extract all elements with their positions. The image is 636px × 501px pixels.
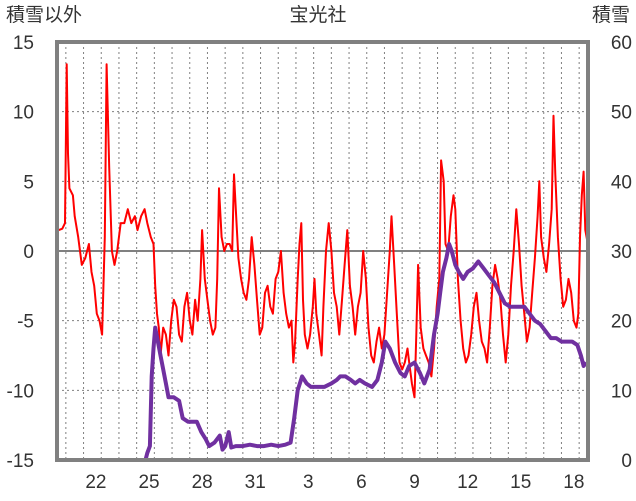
left-axis-label: 積雪以外: [6, 4, 82, 26]
left-tick-label: 5: [23, 172, 34, 193]
right-tick-label: 50: [611, 103, 632, 124]
right-axis-label: 積雪: [592, 4, 630, 26]
left-tick-label: 10: [13, 103, 34, 124]
snow-depth-line: [57, 242, 588, 462]
left-tick-label: -15: [7, 451, 34, 472]
right-tick-label: 0: [621, 451, 632, 472]
x-tick-label: 3: [303, 472, 314, 493]
right-tick-label: 10: [611, 381, 632, 402]
x-tick-label: 28: [192, 472, 213, 493]
x-tick-label: 9: [409, 472, 420, 493]
x-tick-label: 25: [138, 472, 159, 493]
left-tick-label: 15: [13, 33, 34, 54]
x-tick-label: 18: [563, 472, 584, 493]
x-axis-ticks: 22 25 28 31 3 6 9 12 15 18: [85, 472, 584, 493]
right-tick-label: 40: [611, 172, 632, 193]
right-tick-label: 60: [611, 33, 632, 54]
x-tick-label: 6: [356, 472, 367, 493]
temperature-line: [58, 63, 589, 399]
snow-depth-series: [57, 242, 588, 462]
right-tick-label: 20: [611, 312, 632, 333]
plot-frame: [55, 40, 590, 462]
x-tick-label: 12: [457, 472, 478, 493]
x-tick-label: 22: [85, 472, 106, 493]
left-tick-label: -5: [17, 312, 34, 333]
temperature-series: [58, 63, 589, 399]
left-axis-ticks: 15 10 5 0 -5 -10 -15: [7, 33, 34, 472]
right-tick-label: 30: [611, 242, 632, 263]
x-tick-label: 15: [510, 472, 531, 493]
left-tick-label: 0: [23, 242, 34, 263]
x-tick-label: 31: [245, 472, 266, 493]
left-tick-label: -10: [7, 381, 34, 402]
chart-title: 宝光社: [289, 4, 346, 26]
right-axis-ticks: 60 50 40 30 20 10 0: [611, 33, 632, 472]
